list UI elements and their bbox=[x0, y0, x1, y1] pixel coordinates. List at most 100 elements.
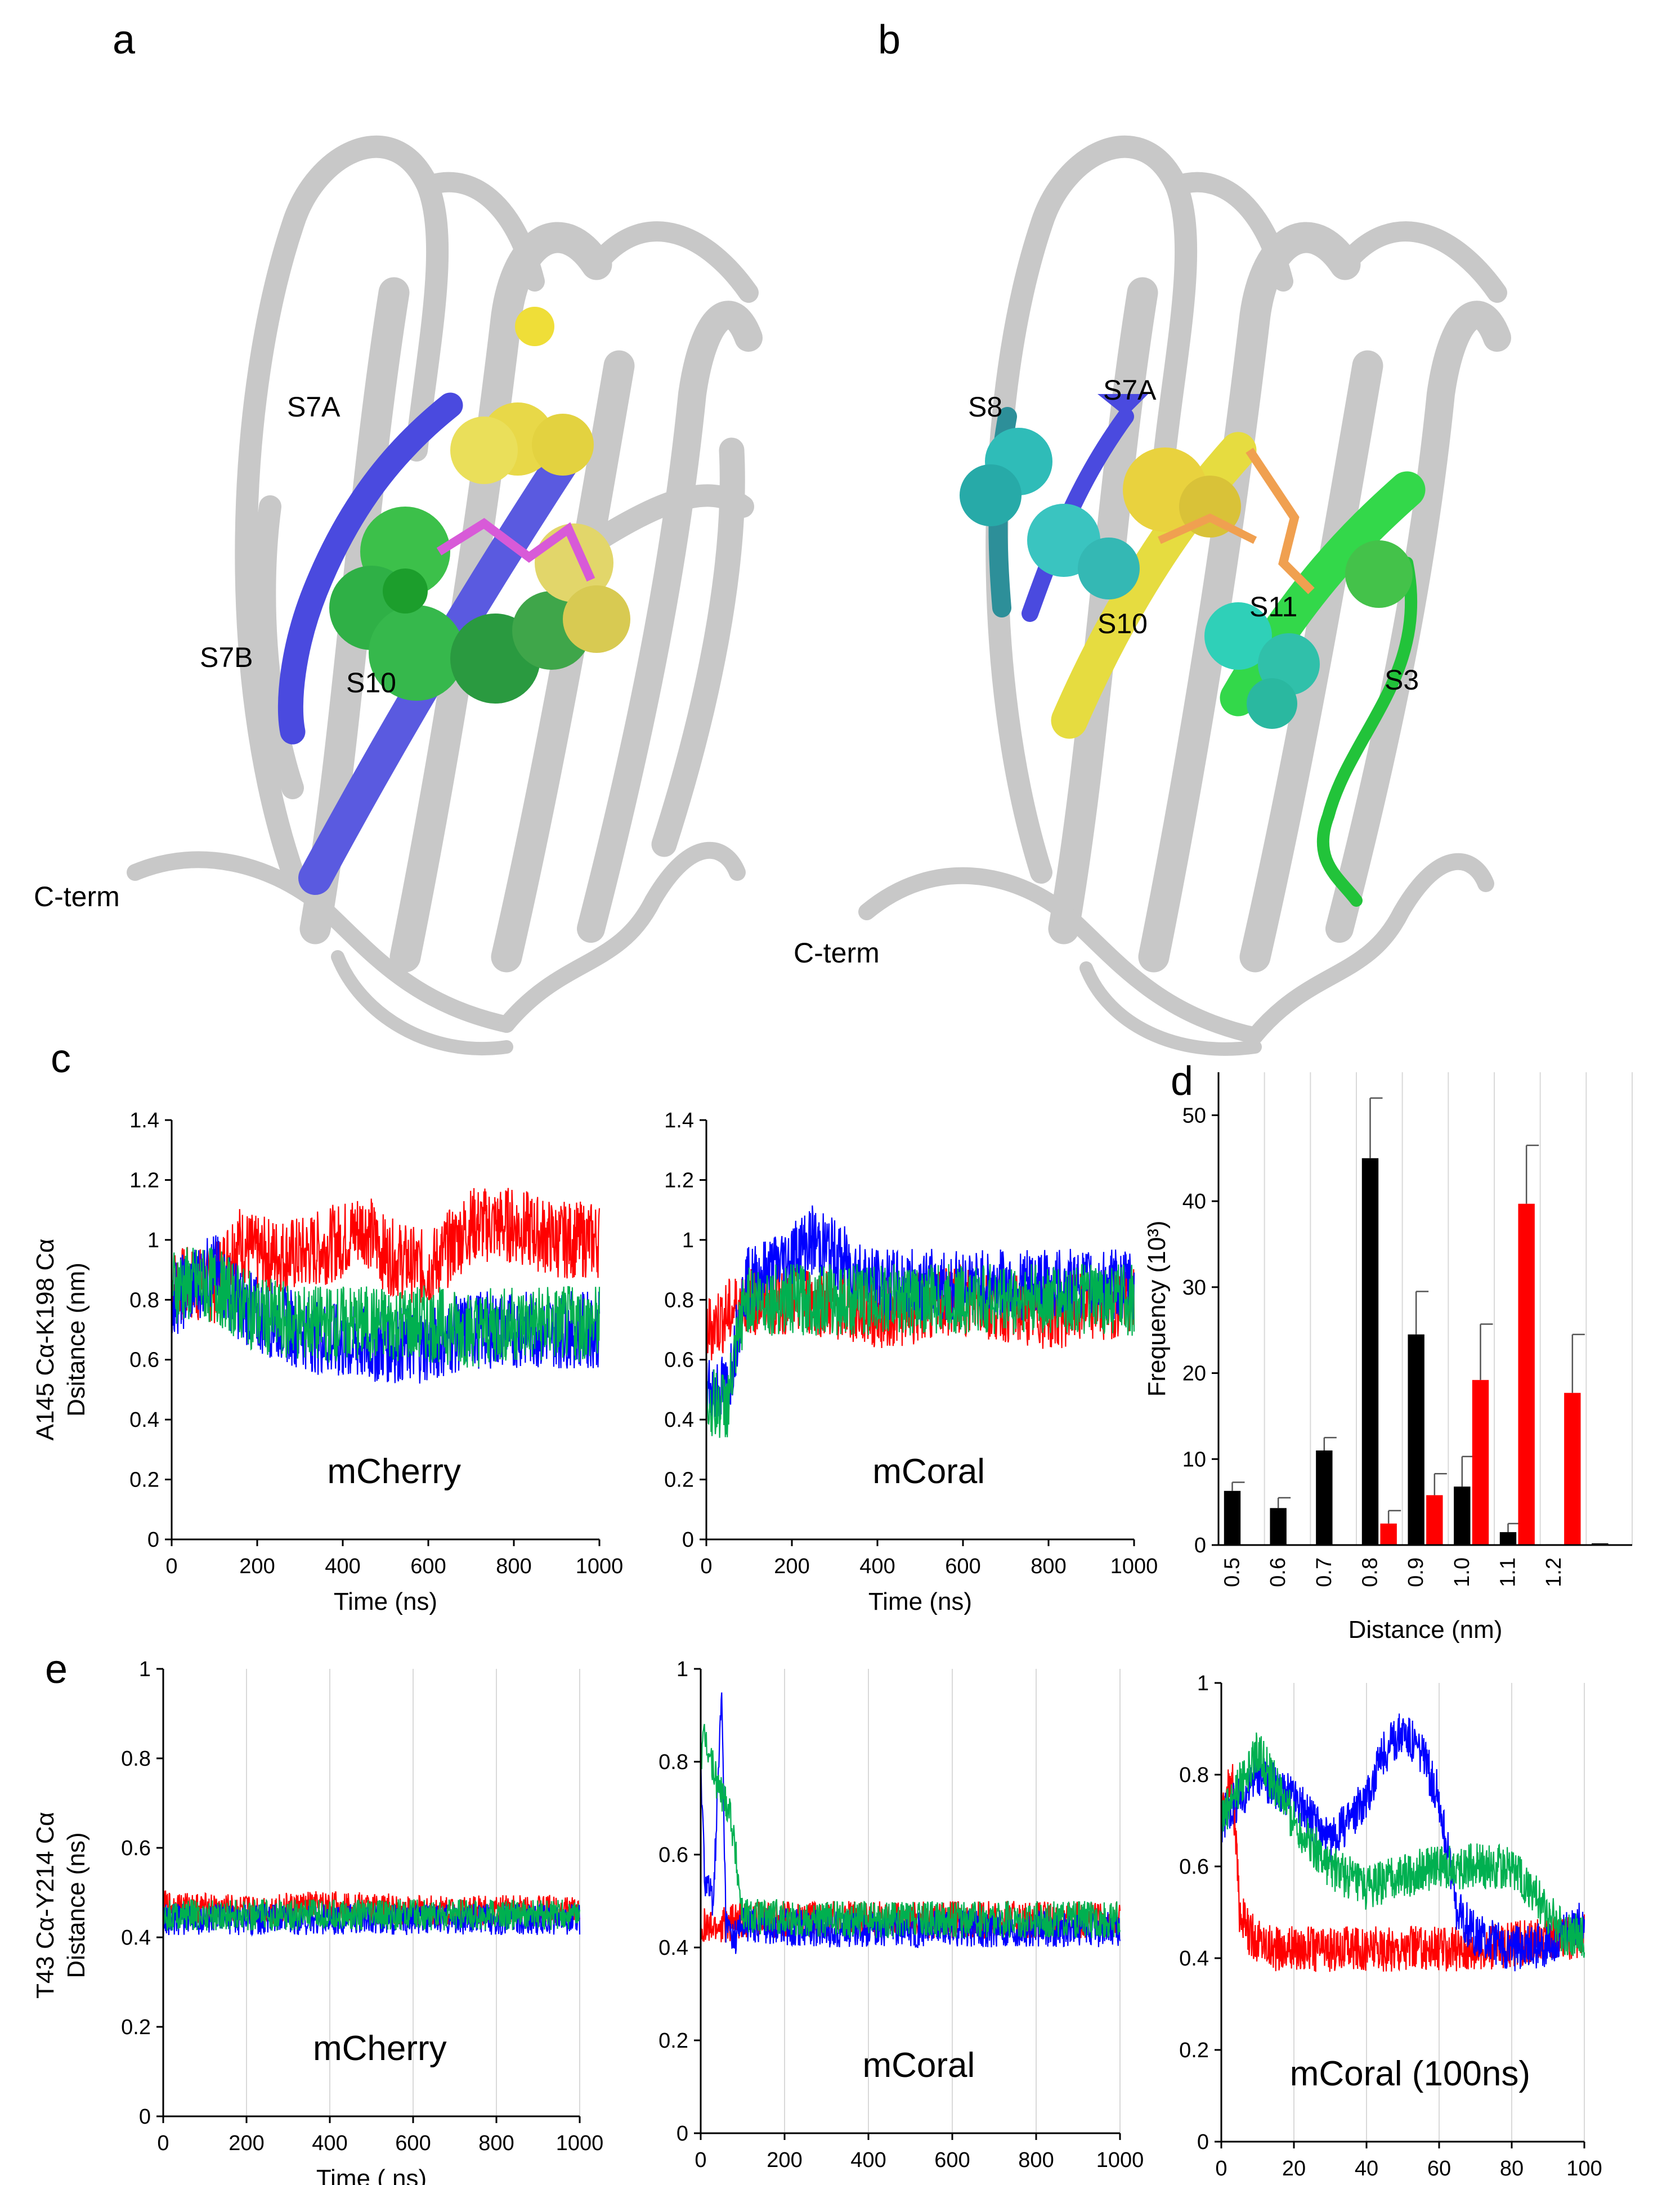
y-tick-label: 0.8 bbox=[121, 1747, 151, 1771]
x-tick-label: 800 bbox=[478, 2132, 514, 2155]
structure-label: S8 bbox=[968, 391, 1002, 423]
panel-letter-e: e bbox=[45, 1647, 68, 1692]
y-tick-label: 1 bbox=[677, 1658, 688, 1681]
x-tick-label: 400 bbox=[859, 1555, 895, 1578]
y-tick-label: 0 bbox=[677, 2122, 688, 2146]
y-tick-label: 20 bbox=[1182, 1362, 1206, 1386]
y-tick-label: 50 bbox=[1182, 1104, 1206, 1127]
x-tick-label: 0 bbox=[695, 2148, 706, 2172]
y-tick-label: 1 bbox=[139, 1658, 151, 1681]
panel-letter-a: a bbox=[113, 17, 136, 62]
y-tick-label: 0.2 bbox=[658, 2029, 688, 2053]
series-line-green bbox=[700, 1723, 1121, 1939]
panel-e-ylabel-line1: T43 Cα-Y214 Cα bbox=[32, 1812, 59, 1999]
y-tick-label: 1 bbox=[147, 1229, 159, 1252]
x-tick-label: 800 bbox=[496, 1555, 531, 1578]
x-tick-label: 60 bbox=[1427, 2157, 1451, 2180]
panel-b: b bbox=[794, 17, 1511, 1056]
y-tick-label: 0 bbox=[682, 1528, 694, 1552]
y-tick-label: 1 bbox=[1197, 1672, 1209, 1695]
chart-e-mcherry: 0 0.2 0.4 0.6 0.8 1 0 200 400 600 800 1000 Time ( ns… bbox=[121, 1658, 603, 2185]
x-tick-label: 0 bbox=[165, 1555, 177, 1578]
chart-c-mcoral: 0 0.2 0.4 0.6 0.8 1 1.2 1.4 0 200 400 600 800 1000 Tim… bbox=[664, 1109, 1158, 1615]
x-axis-title: Time (ns) bbox=[868, 1588, 972, 1615]
series-line-green bbox=[705, 1263, 1135, 1438]
panel-letter-b: b bbox=[878, 17, 901, 62]
bar-red bbox=[1472, 1380, 1489, 1545]
bar-black bbox=[1361, 1158, 1379, 1545]
y-tick-label: 0.4 bbox=[658, 1936, 688, 1960]
y-tick-label: 30 bbox=[1182, 1276, 1206, 1300]
panel-a: a bbox=[34, 17, 763, 1056]
x-tick-label: 1000 bbox=[1096, 2148, 1144, 2172]
bar-red bbox=[1380, 1523, 1397, 1545]
series-line-green bbox=[162, 1898, 581, 1931]
x-tick-label: 600 bbox=[395, 2132, 431, 2155]
x-axis-title: Distance (nm) bbox=[1349, 1616, 1503, 1644]
x-tick-label: 600 bbox=[934, 2148, 970, 2172]
x-tick-label: 0.9 bbox=[1404, 1557, 1428, 1587]
x-tick-label: 200 bbox=[774, 1555, 809, 1578]
y-tick-label: 40 bbox=[1182, 1190, 1206, 1214]
x-tick-label: 0.5 bbox=[1221, 1557, 1244, 1587]
y-tick-label: 0.6 bbox=[121, 1837, 151, 1860]
panel-c-ylabel-line1: A145 Cα-K198 Cα bbox=[32, 1238, 59, 1440]
panel-c-ylabel-line2: Dsitance (nm) bbox=[62, 1262, 90, 1417]
panel-e-ylabel-line2: Distance (ns) bbox=[62, 1832, 90, 1978]
x-tick-label: 400 bbox=[850, 2148, 886, 2172]
bar-red bbox=[1426, 1495, 1443, 1545]
x-tick-label: 200 bbox=[229, 2132, 264, 2155]
bar-black bbox=[1499, 1532, 1517, 1545]
bar-red bbox=[1518, 1203, 1535, 1545]
x-tick-label: 200 bbox=[239, 1555, 275, 1578]
structure-label: S3 bbox=[1385, 664, 1419, 696]
x-tick-label: 0 bbox=[157, 2132, 169, 2155]
y-tick-label: 0.4 bbox=[129, 1408, 159, 1432]
x-tick-label: 1000 bbox=[576, 1555, 624, 1578]
plot-name: mCoral (100ns) bbox=[1290, 2054, 1530, 2093]
structure-label: S10 bbox=[346, 667, 396, 699]
x-axis-title: Time (ns) bbox=[858, 2182, 962, 2185]
y-tick-label: 1.2 bbox=[129, 1168, 159, 1192]
y-tick-label: 0.8 bbox=[664, 1288, 694, 1312]
y-tick-label: 0 bbox=[1194, 1534, 1206, 1557]
y-tick-label: 0.2 bbox=[121, 2016, 151, 2039]
panel-letter-d: d bbox=[1171, 1059, 1193, 1104]
bar-black bbox=[1408, 1334, 1424, 1545]
structure-label: S7B bbox=[200, 642, 253, 673]
x-tick-label: 0 bbox=[1215, 2157, 1227, 2180]
y-tick-label: 0.4 bbox=[664, 1408, 694, 1432]
y-tick-label: 0 bbox=[139, 2105, 151, 2129]
chart-e-mcoral: 0 0.2 0.4 0.6 0.8 1 0 200 400 600 800 1000 Time (ns)… bbox=[658, 1658, 1144, 2185]
y-tick-label: 1.4 bbox=[129, 1109, 159, 1132]
chart-d-histogram: 0 10 20 30 40 50 0.5 0.6 0.7 0.8 0.9 1.0 1.1 1.2 Dista… bbox=[1143, 1072, 1633, 1644]
x-tick-label: 0.6 bbox=[1266, 1557, 1290, 1587]
y-tick-label: 0 bbox=[1197, 2130, 1209, 2154]
x-tick-label: 0.7 bbox=[1312, 1557, 1336, 1587]
x-tick-label: 20 bbox=[1282, 2157, 1306, 2180]
x-tick-label: 1.2 bbox=[1542, 1557, 1566, 1587]
x-tick-label: 1000 bbox=[1110, 1555, 1158, 1578]
y-tick-label: 1.2 bbox=[664, 1168, 694, 1192]
y-tick-label: 1.4 bbox=[664, 1109, 694, 1132]
bar-black bbox=[1592, 1543, 1609, 1545]
structure-label: C-term bbox=[794, 937, 880, 969]
y-tick-label: 0.6 bbox=[1179, 1855, 1209, 1879]
x-tick-label: 1.0 bbox=[1450, 1557, 1474, 1587]
structure-label: C-term bbox=[34, 881, 120, 912]
y-tick-label: 0.8 bbox=[658, 1750, 688, 1774]
x-tick-label: 0 bbox=[700, 1555, 712, 1578]
y-tick-label: 0.6 bbox=[658, 1843, 688, 1867]
x-tick-label: 40 bbox=[1355, 2157, 1378, 2180]
x-tick-label: 400 bbox=[325, 1555, 360, 1578]
y-tick-label: 0.8 bbox=[1179, 1763, 1209, 1787]
x-axis-title: Time (ns) bbox=[334, 1588, 437, 1615]
x-tick-label: 800 bbox=[1031, 1555, 1066, 1578]
x-tick-label: 600 bbox=[410, 1555, 446, 1578]
structure-label: S7A bbox=[287, 391, 341, 423]
y-axis-title: Frequency (10³) bbox=[1143, 1220, 1171, 1396]
y-tick-label: 0.6 bbox=[664, 1349, 694, 1372]
x-tick-label: 100 bbox=[1566, 2157, 1602, 2180]
y-tick-label: 0.4 bbox=[1179, 1947, 1209, 1971]
